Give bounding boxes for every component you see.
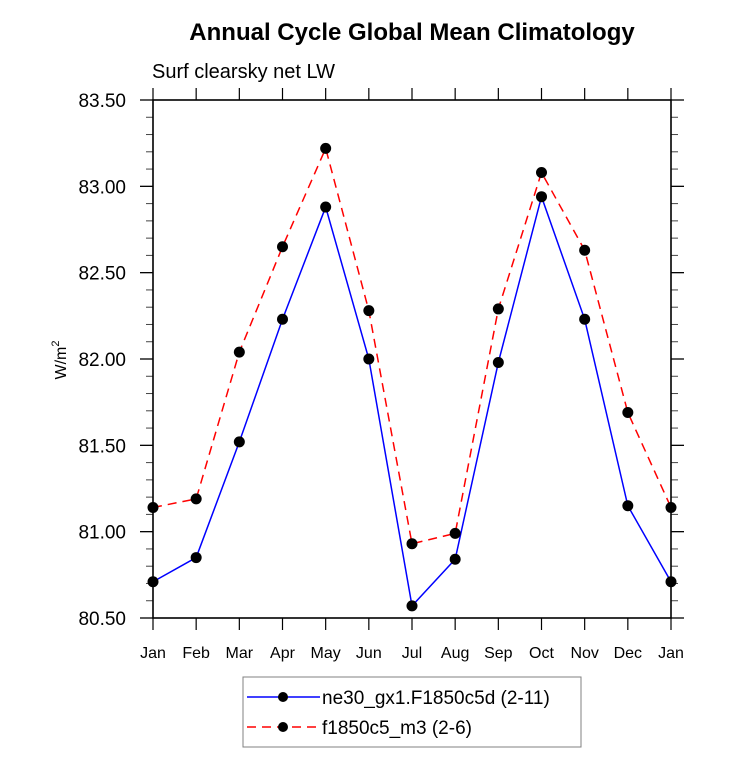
svg-text:W/m2: W/m2 [50,341,70,380]
data-point [233,436,245,448]
series-markers [147,142,677,612]
data-point [622,500,634,512]
y-tick-label: 81.00 [78,523,126,544]
data-point [579,244,591,256]
legend-marker [278,722,288,732]
y-tick-label: 81.50 [78,436,126,457]
data-point [579,313,591,325]
axis-ticks [140,88,684,630]
data-point [277,241,288,253]
data-point [363,305,375,317]
legend-box [242,676,582,748]
x-tick-label: Jun [356,645,382,662]
y-axis-label-superscript: 2 [50,341,62,347]
legend-label: ne30_gx1.F1850c5d (2-11) [322,688,550,709]
x-tick-label: Mar [226,645,254,662]
data-point [190,552,202,564]
x-tick-label: Feb [182,645,210,662]
data-point [320,142,332,154]
x-tick-label: Oct [529,645,554,662]
x-tick-label: Jan [140,645,166,662]
y-tick-label: 83.50 [78,91,126,112]
data-point [492,303,504,315]
y-tick-labels: 80.50 81.00 81.50 82.00 82.50 83.00 83.50 [78,91,126,630]
series-lines [152,146,672,608]
x-tick-label: May [311,645,341,662]
x-tick-label: Aug [441,645,469,662]
x-tick-label: Nov [570,645,598,662]
plot-frame [152,99,672,619]
data-point [277,313,288,325]
x-tick-label: Jul [402,645,422,662]
chart-title: Annual Cycle Global Mean Climatology [189,19,635,46]
legend-label: f1850c5_m3 (2-6) [322,718,472,739]
data-point [492,356,504,368]
y-axis-label: W/m2 [50,341,70,380]
data-point [406,600,418,612]
data-point [449,553,461,565]
series-line-2 [152,146,672,545]
legend-marker [278,692,288,702]
x-tick-label: Dec [614,645,642,662]
x-tick-labels: Jan Feb Mar Apr May Jun Jul Aug Sep Oct Nov Dec Jan [140,645,684,662]
data-point [363,353,375,365]
y-tick-label: 82.50 [78,264,126,285]
x-tick-label: Sep [484,645,513,662]
y-tick-label: 83.00 [78,177,126,198]
data-point [622,407,634,419]
data-point [320,201,332,213]
data-point [406,538,418,550]
chart-subtitle: Surf clearsky net LW [152,61,335,83]
data-point [190,493,202,505]
x-tick-label: Apr [270,645,296,662]
x-tick-label: Jan [658,645,684,662]
data-point [536,191,547,203]
data-point [449,527,461,539]
legend: ne30_gx1.F1850c5d (2-11) f1850c5_m3 (2-6) [242,676,582,748]
data-point [536,167,547,179]
y-tick-label: 82.00 [78,350,126,371]
y-axis-label-unit: W/m [53,347,70,380]
data-point [233,346,245,358]
y-tick-label: 80.50 [78,609,126,630]
